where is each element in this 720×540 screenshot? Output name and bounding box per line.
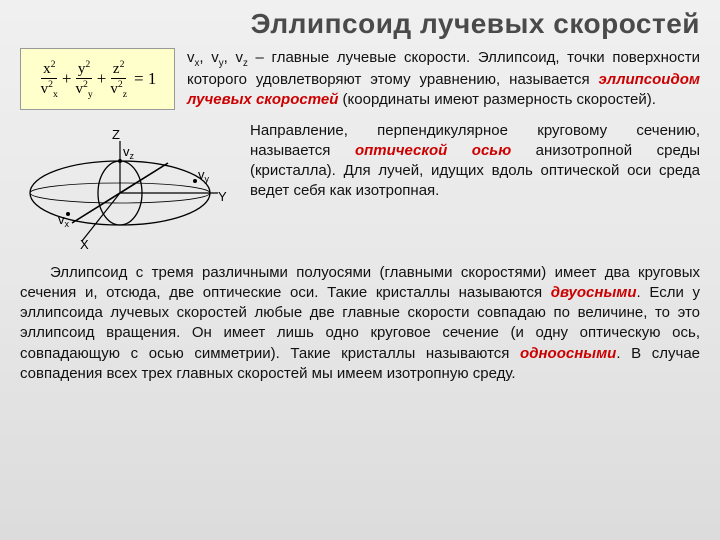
bottom-text: Эллипсоид с тремя различными полуосями (…: [0, 251, 720, 385]
svg-text:Y: Y: [218, 189, 227, 204]
optic-axis-text: Направление, перпендикулярное круговому …: [250, 121, 700, 202]
term-optic-axis: оптической осью: [355, 142, 511, 159]
svg-text:vy: vy: [198, 167, 210, 184]
formula-box: x2 v2x + y2 v2y + z2 v2z = 1: [20, 48, 175, 110]
svg-text:vz: vz: [123, 144, 135, 161]
svg-text:X: X: [80, 237, 89, 251]
page-title: Эллипсоид лучевых скоростей: [0, 0, 720, 44]
term-biaxial: двуосными: [551, 284, 637, 301]
ellipsoid-equation: x2 v2x + y2 v2y + z2 v2z = 1: [39, 59, 157, 100]
term-uniaxial: одноосными: [520, 345, 616, 362]
top-section: x2 v2x + y2 v2y + z2 v2z = 1 vx, vy, vz …: [0, 44, 720, 111]
description-text: vx, vy, vz – главные лучевые скорости. Э…: [187, 48, 700, 111]
ellipsoid-diagram: Z Y X vz vy vx: [20, 121, 230, 251]
svg-text:Z: Z: [112, 127, 120, 142]
mid-section: Z Y X vz vy vx Направление, перпендикуля…: [0, 111, 720, 251]
